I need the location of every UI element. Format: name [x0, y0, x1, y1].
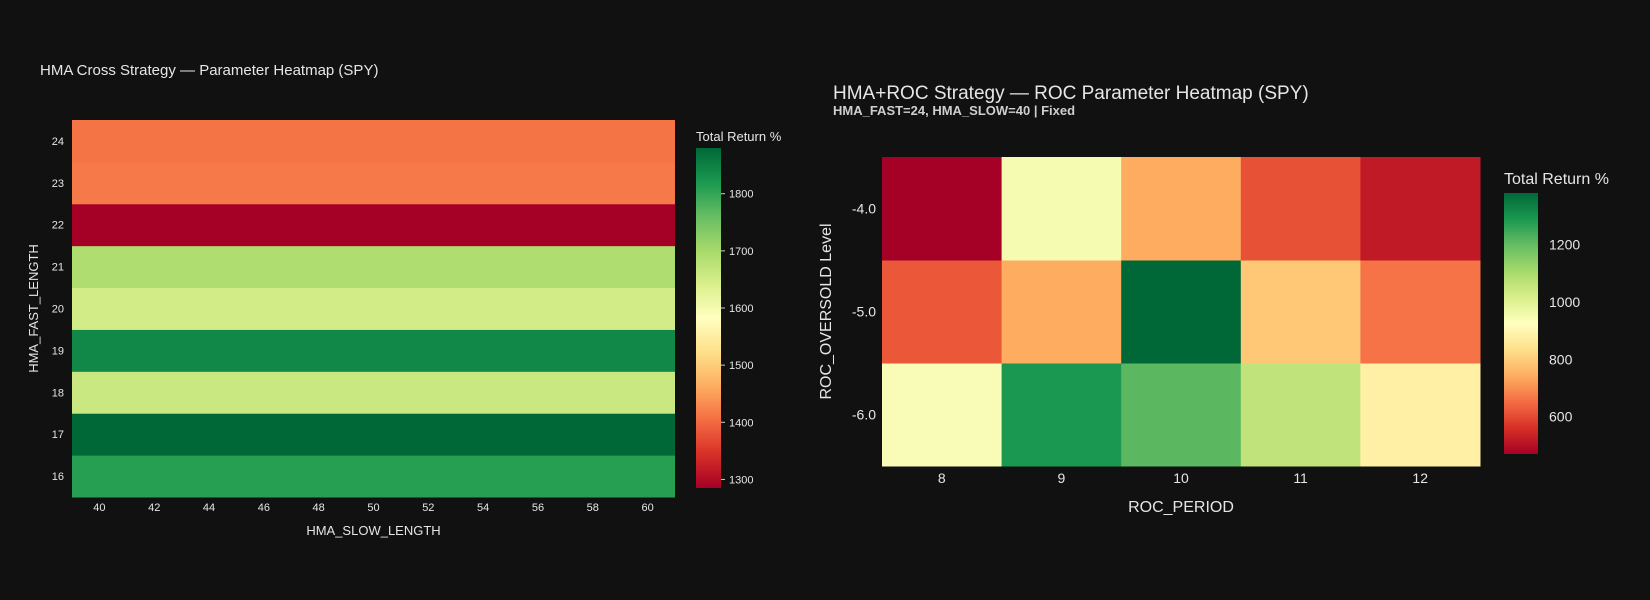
y-tick-label: 18: [52, 387, 64, 399]
x-axis-label: ROC_PERIOD: [1128, 499, 1234, 516]
heatmap-cell: [1121, 157, 1242, 261]
x-axis-label: HMA_SLOW_LENGTH: [306, 523, 440, 538]
colorbar-tick-label: 800: [1549, 351, 1573, 367]
colorbar-tick-label: 1200: [1549, 237, 1580, 253]
heatmap-cell: [1360, 260, 1481, 364]
colorbar: [1504, 193, 1538, 454]
heatmap-row-19: [72, 329, 675, 372]
heatmap-cell: [1360, 157, 1481, 261]
heatmap-row-22: [72, 203, 675, 247]
right-chart-subtitle: HMA_FAST=24, HMA_SLOW=40 | Fixed: [833, 103, 1075, 118]
y-tick-label: -5.0: [852, 304, 876, 320]
colorbar-tick-label: 1000: [1549, 294, 1580, 310]
x-tick-label: 48: [313, 502, 325, 514]
x-tick-label: 8: [938, 470, 946, 486]
heatmap-cell: [1240, 363, 1361, 467]
heatmap-row-21: [72, 245, 675, 289]
heatmap-cell: [1001, 157, 1122, 261]
x-tick-label: 52: [422, 502, 434, 514]
heatmap-row-16: [72, 455, 675, 498]
colorbar-tick-label: 1600: [729, 303, 753, 315]
y-tick-label: 24: [52, 136, 64, 148]
heatmap-cell: [882, 363, 1003, 467]
right-heatmap-chart: HMA+ROC Strategy — ROC Parameter Heatmap…: [818, 83, 1609, 516]
right-chart-panel: HMA+ROC Strategy — ROC Parameter Heatmap…: [810, 0, 1650, 600]
x-tick-label: 44: [203, 502, 215, 514]
heatmap-cell: [1001, 363, 1122, 467]
heatmap-cell: [1121, 363, 1242, 467]
x-tick-label: 9: [1058, 470, 1066, 486]
heatmap-cell: [1240, 260, 1361, 364]
y-axis-label: ROC_OVERSOLD Level: [818, 223, 835, 399]
y-tick-label: 23: [52, 178, 64, 190]
colorbar-title: Total Return %: [696, 129, 782, 144]
colorbar-title: Total Return %: [1504, 171, 1609, 188]
x-tick-label: 11: [1293, 470, 1308, 486]
colorbar-tick-label: 1300: [729, 474, 753, 486]
heatmap-cell: [882, 260, 1003, 364]
x-tick-label: 12: [1412, 470, 1428, 486]
heatmap-cell: [1360, 363, 1481, 467]
y-tick-label: 20: [52, 304, 64, 316]
x-tick-label: 42: [148, 502, 160, 514]
x-tick-label: 60: [641, 502, 653, 514]
colorbar-tick-label: 1700: [729, 246, 753, 258]
heatmap-row-20: [72, 287, 675, 330]
colorbar-tick-label: 1800: [729, 189, 753, 201]
y-tick-label: -4.0: [852, 201, 876, 217]
colorbar-tick-label: 600: [1549, 409, 1573, 425]
x-tick-label: 10: [1173, 470, 1189, 486]
x-tick-label: 46: [258, 502, 270, 514]
left-chart-title: HMA Cross Strategy — Parameter Heatmap (…: [40, 62, 378, 79]
left-heatmap-chart: HMA Cross Strategy — Parameter Heatmap (…: [26, 62, 782, 538]
heatmap-row-23: [72, 161, 675, 205]
colorbar-tick-label: 1400: [729, 417, 753, 429]
colorbar: [696, 148, 721, 488]
heatmap-row-17: [72, 413, 675, 456]
y-tick-label: -6.0: [852, 407, 876, 423]
colorbar-tick-label: 1500: [729, 360, 753, 372]
y-tick-label: 16: [52, 471, 64, 483]
y-tick-label: 17: [52, 429, 64, 441]
x-tick-label: 58: [587, 502, 599, 514]
y-tick-label: 21: [52, 262, 64, 274]
right-chart-title: HMA+ROC Strategy — ROC Parameter Heatmap…: [833, 83, 1309, 104]
heatmap-row-18: [72, 371, 675, 414]
x-tick-label: 56: [532, 502, 544, 514]
y-tick-label: 19: [52, 345, 64, 357]
x-tick-label: 54: [477, 502, 489, 514]
y-tick-label: 22: [52, 220, 64, 232]
heatmap-row-24: [72, 120, 675, 163]
x-tick-label: 50: [367, 502, 379, 514]
heatmap-cell: [882, 157, 1003, 261]
left-chart-panel: HMA Cross Strategy — Parameter Heatmap (…: [0, 0, 810, 600]
x-tick-label: 40: [93, 502, 105, 514]
heatmap-cell: [1001, 260, 1122, 364]
heatmap-cell: [1121, 260, 1242, 364]
heatmap-cell: [1240, 157, 1361, 261]
y-axis-label: HMA_FAST_LENGTH: [26, 244, 41, 373]
